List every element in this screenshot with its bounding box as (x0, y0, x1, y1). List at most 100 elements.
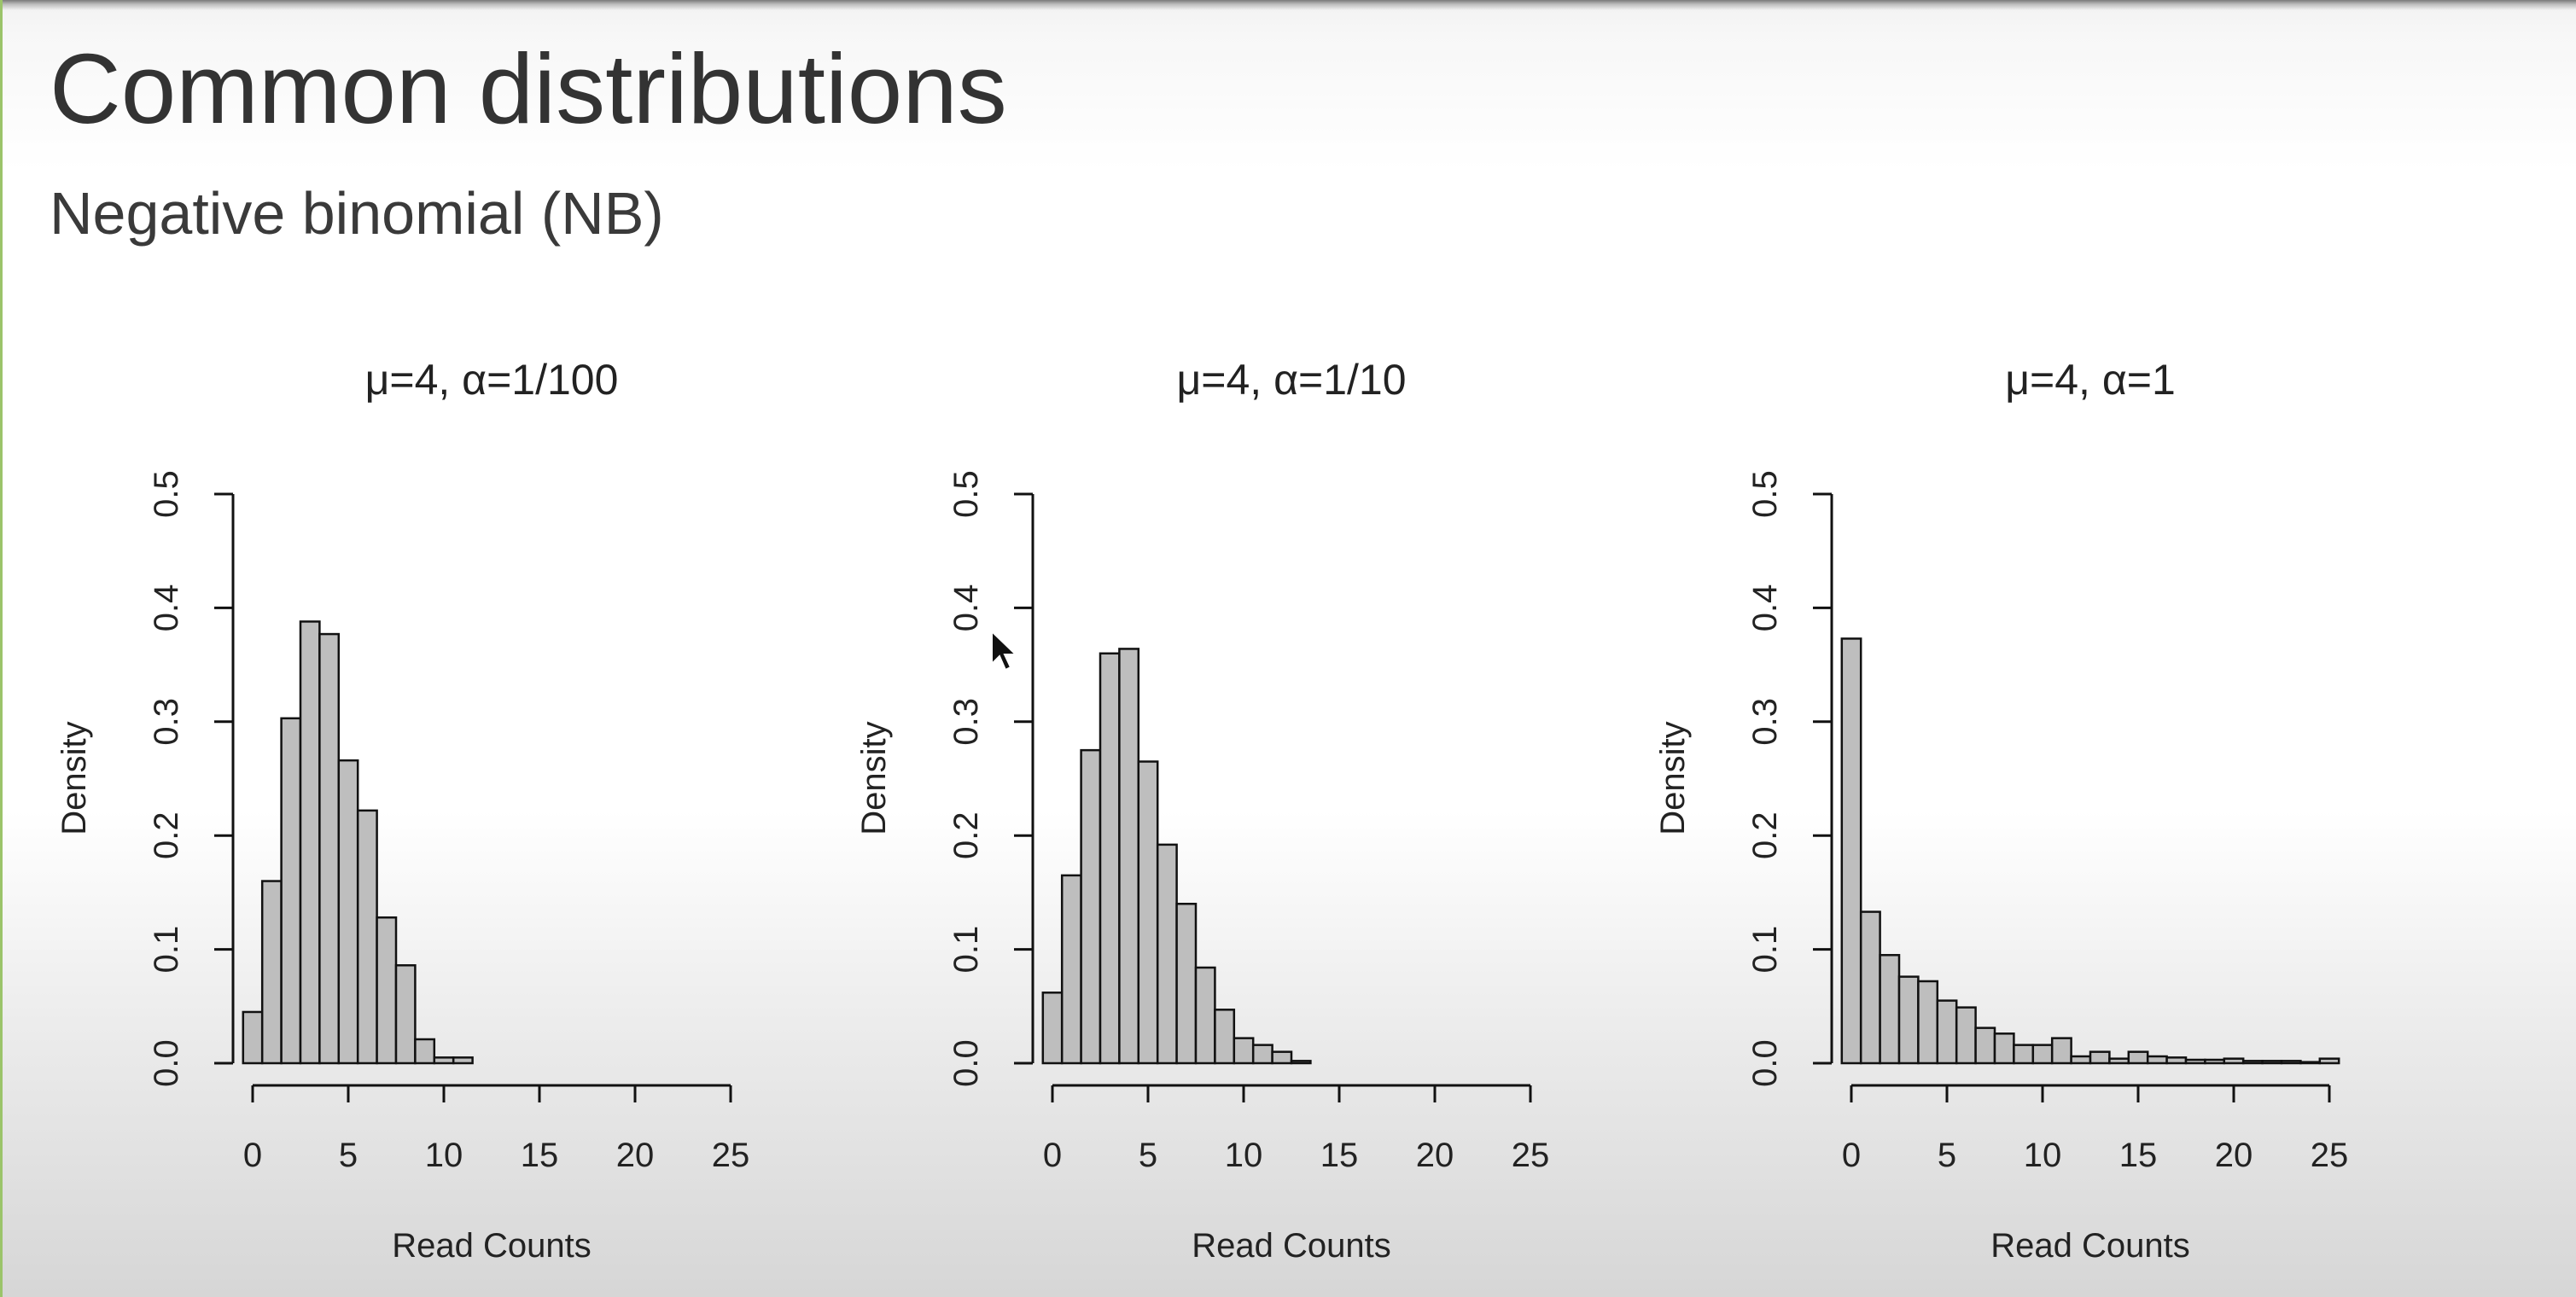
x-tick-label: 10 (1225, 1137, 1263, 1174)
y-tick-label: 0.0 (947, 1039, 985, 1087)
x-tick-label: 10 (2024, 1137, 2062, 1174)
mouse-pointer-icon (991, 630, 1018, 672)
histogram-bar (1290, 1060, 1312, 1065)
x-axis-label: Read Counts (392, 1227, 591, 1265)
y-tick-label: 0.2 (1746, 811, 1784, 859)
x-tick-label: 5 (1938, 1137, 1956, 1174)
histogram-bar (1251, 1044, 1273, 1065)
histogram-bar (433, 1056, 455, 1065)
histogram-bar (2013, 1044, 2035, 1065)
histogram-bar (2031, 1044, 2054, 1065)
histogram-bar (280, 717, 302, 1065)
y-tick-label: 0.2 (148, 811, 185, 859)
y-tick-label: 0.4 (947, 585, 985, 632)
x-tick-label: 20 (1416, 1137, 1454, 1174)
y-tick-label: 0.1 (1746, 926, 1784, 974)
panel-title: μ=4, α=1 (2005, 356, 2176, 404)
y-tick-label: 0.3 (1746, 698, 1784, 746)
histogram-bar (1233, 1037, 1255, 1065)
x-tick-label: 15 (521, 1137, 559, 1174)
histogram-bar (452, 1056, 474, 1065)
histogram-bar (1175, 902, 1198, 1065)
histogram-bar (1099, 652, 1121, 1065)
x-axis-label: Read Counts (1192, 1227, 1390, 1265)
histogram-bar (2070, 1055, 2092, 1065)
histogram-bar (2165, 1056, 2188, 1065)
y-tick-label: 0.1 (148, 926, 185, 974)
y-tick-label: 0.1 (947, 926, 985, 974)
x-tick-label: 0 (1043, 1137, 1062, 1174)
histogram-bar (1897, 975, 1920, 1065)
histogram-bar (2280, 1060, 2302, 1065)
histogram-panel-2: μ=4, α=1/10 0 5 10 15 20 25 Read Counts 0.0 0.1 0.… (855, 356, 1549, 1265)
x-tick-label: 25 (1512, 1137, 1550, 1174)
histogram-bar (2318, 1057, 2340, 1065)
histogram-bar (1840, 637, 1862, 1065)
x-axis-label: Read Counts (1990, 1227, 2189, 1265)
histogram-bar (2204, 1058, 2226, 1065)
y-tick-label: 0.4 (1746, 585, 1784, 632)
slide-accent-bar (0, 0, 3, 1297)
x-tick-label: 15 (2119, 1137, 2158, 1174)
y-tick-label: 0.5 (1746, 470, 1784, 518)
y-tick-label: 0.5 (148, 470, 185, 518)
histogram-bar (242, 1010, 264, 1065)
histogram-bar (1137, 760, 1159, 1065)
x-tick-label: 0 (243, 1137, 262, 1174)
histogram-bar (414, 1038, 436, 1065)
histogram-bar (337, 759, 359, 1065)
histogram-panel-3: μ=4, α=1 0 5 10 15 20 25 Read Counts 0.0 0.1 0.2 0.… (1654, 356, 2348, 1265)
x-tick-label: 20 (2215, 1137, 2253, 1174)
y-axis-label: Density (855, 721, 893, 835)
x-tick-label: 5 (1139, 1137, 1157, 1174)
histogram-bar (2223, 1057, 2245, 1065)
histogram-bar (1041, 992, 1064, 1065)
histogram-bar (2184, 1058, 2206, 1065)
histogram-bar (1118, 648, 1140, 1065)
y-axis-label: Density (55, 721, 93, 835)
histogram-bar (1060, 874, 1082, 1065)
y-tick-label: 0.3 (148, 698, 185, 746)
y-tick-label: 0.5 (947, 470, 985, 518)
histogram-bar (1879, 954, 1901, 1065)
histogram-bar (394, 964, 417, 1065)
histogram-bar (1917, 980, 1939, 1065)
slide-title: Common distributions (50, 33, 1007, 144)
x-tick-label: 0 (1842, 1137, 1861, 1174)
histogram-panel-1: μ=4, α=1/100 0 5 10 15 20 25 Read Counts 0.0 0.1 0… (55, 356, 749, 1265)
x-tick-label: 20 (616, 1137, 655, 1174)
panel-title: μ=4, α=1/100 (365, 356, 619, 404)
histogram-bar (2241, 1060, 2264, 1065)
histogram-bar (1271, 1050, 1293, 1065)
histogram-bar (2108, 1057, 2130, 1065)
panel-title: μ=4, α=1/10 (1176, 356, 1406, 404)
y-tick-label: 0.2 (947, 811, 985, 859)
x-tick-label: 15 (1320, 1137, 1359, 1174)
histogram-bar (318, 632, 341, 1065)
histogram-bar (1080, 748, 1102, 1065)
histogram-bar (299, 620, 321, 1065)
histogram-bar (2261, 1060, 2283, 1065)
histogram-bar (260, 880, 283, 1065)
slide-subtitle: Negative binomial (NB) (50, 180, 664, 247)
y-axis-label: Density (1654, 721, 1692, 835)
histogram-bar (2089, 1050, 2111, 1065)
histogram-bar (2299, 1061, 2322, 1065)
histogram-bar (2146, 1055, 2168, 1065)
histogram-bar (2050, 1037, 2072, 1065)
y-tick-label: 0.3 (947, 698, 985, 746)
y-tick-label: 0.4 (148, 585, 185, 632)
y-tick-label: 0.0 (1746, 1039, 1784, 1087)
histogram-bar (1214, 1009, 1236, 1065)
x-tick-label: 10 (425, 1137, 463, 1174)
histogram-bar (1993, 1032, 2015, 1065)
x-tick-label: 25 (2311, 1137, 2349, 1174)
x-tick-label: 5 (339, 1137, 358, 1174)
histogram-bar (356, 809, 378, 1065)
histogram-bar (1936, 999, 1958, 1065)
histogram-bar (1974, 1027, 1996, 1065)
histogram-bar (1194, 966, 1216, 1065)
y-tick-label: 0.0 (148, 1039, 185, 1087)
histogram-bar (1955, 1006, 1977, 1065)
